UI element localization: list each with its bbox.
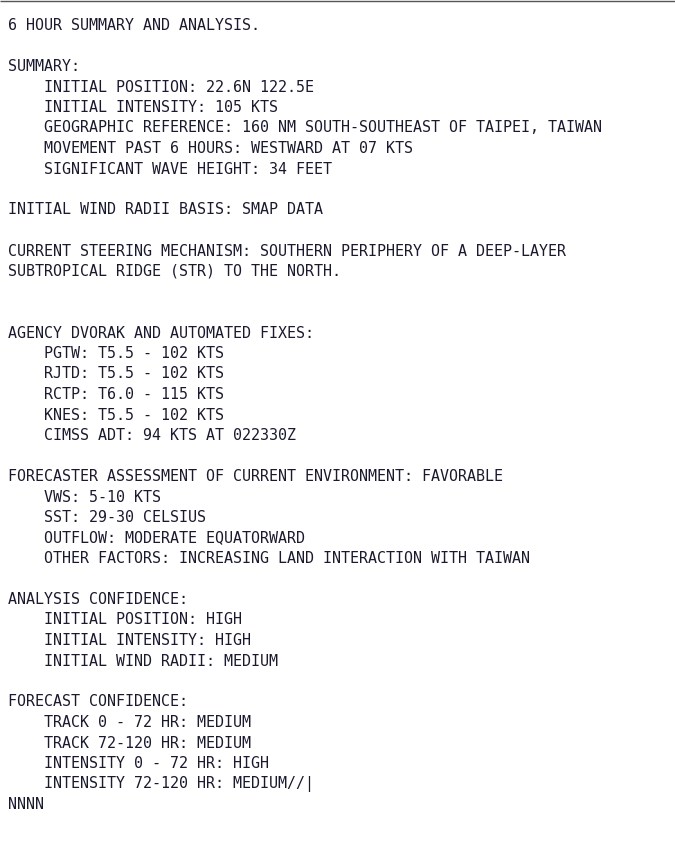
Text: INTENSITY 0 - 72 HR: HIGH: INTENSITY 0 - 72 HR: HIGH: [8, 755, 269, 770]
Text: PGTW: T5.5 - 102 KTS: PGTW: T5.5 - 102 KTS: [8, 345, 224, 361]
Text: INITIAL WIND RADII: MEDIUM: INITIAL WIND RADII: MEDIUM: [8, 653, 278, 668]
Text: OTHER FACTORS: INCREASING LAND INTERACTION WITH TAIWAN: OTHER FACTORS: INCREASING LAND INTERACTI…: [8, 550, 530, 566]
Text: INITIAL INTENSITY: 105 KTS: INITIAL INTENSITY: 105 KTS: [8, 100, 278, 115]
Text: SUMMARY:: SUMMARY:: [8, 59, 80, 74]
Text: AGENCY DVORAK AND AUTOMATED FIXES:: AGENCY DVORAK AND AUTOMATED FIXES:: [8, 325, 314, 340]
Text: VWS: 5-10 KTS: VWS: 5-10 KTS: [8, 489, 161, 504]
Text: TRACK 72-120 HR: MEDIUM: TRACK 72-120 HR: MEDIUM: [8, 734, 251, 750]
Text: 6 HOUR SUMMARY AND ANALYSIS.: 6 HOUR SUMMARY AND ANALYSIS.: [8, 18, 260, 33]
Text: INITIAL INTENSITY: HIGH: INITIAL INTENSITY: HIGH: [8, 632, 251, 647]
Text: TRACK 0 - 72 HR: MEDIUM: TRACK 0 - 72 HR: MEDIUM: [8, 714, 251, 729]
Text: RCTP: T6.0 - 115 KTS: RCTP: T6.0 - 115 KTS: [8, 387, 224, 401]
Text: RJTD: T5.5 - 102 KTS: RJTD: T5.5 - 102 KTS: [8, 366, 224, 381]
Text: NNNN: NNNN: [8, 796, 44, 811]
Text: CIMSS ADT: 94 KTS AT 022330Z: CIMSS ADT: 94 KTS AT 022330Z: [8, 428, 296, 443]
Text: INITIAL POSITION: 22.6N 122.5E: INITIAL POSITION: 22.6N 122.5E: [8, 79, 314, 95]
Text: INITIAL POSITION: HIGH: INITIAL POSITION: HIGH: [8, 612, 242, 627]
Text: SIGNIFICANT WAVE HEIGHT: 34 FEET: SIGNIFICANT WAVE HEIGHT: 34 FEET: [8, 161, 332, 177]
Text: SST: 29-30 CELSIUS: SST: 29-30 CELSIUS: [8, 510, 206, 524]
Text: KNES: T5.5 - 102 KTS: KNES: T5.5 - 102 KTS: [8, 407, 224, 422]
Text: INITIAL WIND RADII BASIS: SMAP DATA: INITIAL WIND RADII BASIS: SMAP DATA: [8, 202, 323, 217]
Text: INTENSITY 72-120 HR: MEDIUM//|: INTENSITY 72-120 HR: MEDIUM//|: [8, 776, 314, 791]
Text: ANALYSIS CONFIDENCE:: ANALYSIS CONFIDENCE:: [8, 592, 188, 606]
Text: OUTFLOW: MODERATE EQUATORWARD: OUTFLOW: MODERATE EQUATORWARD: [8, 530, 305, 545]
Text: CURRENT STEERING MECHANISM: SOUTHERN PERIPHERY OF A DEEP-LAYER: CURRENT STEERING MECHANISM: SOUTHERN PER…: [8, 243, 566, 258]
Text: MOVEMENT PAST 6 HOURS: WESTWARD AT 07 KTS: MOVEMENT PAST 6 HOURS: WESTWARD AT 07 KT…: [8, 141, 413, 156]
Text: FORECASTER ASSESSMENT OF CURRENT ENVIRONMENT: FAVORABLE: FORECASTER ASSESSMENT OF CURRENT ENVIRON…: [8, 468, 503, 483]
Text: GEOGRAPHIC REFERENCE: 160 NM SOUTH-SOUTHEAST OF TAIPEI, TAIWAN: GEOGRAPHIC REFERENCE: 160 NM SOUTH-SOUTH…: [8, 121, 602, 135]
Text: FORECAST CONFIDENCE:: FORECAST CONFIDENCE:: [8, 694, 188, 709]
Text: SUBTROPICAL RIDGE (STR) TO THE NORTH.: SUBTROPICAL RIDGE (STR) TO THE NORTH.: [8, 263, 341, 279]
